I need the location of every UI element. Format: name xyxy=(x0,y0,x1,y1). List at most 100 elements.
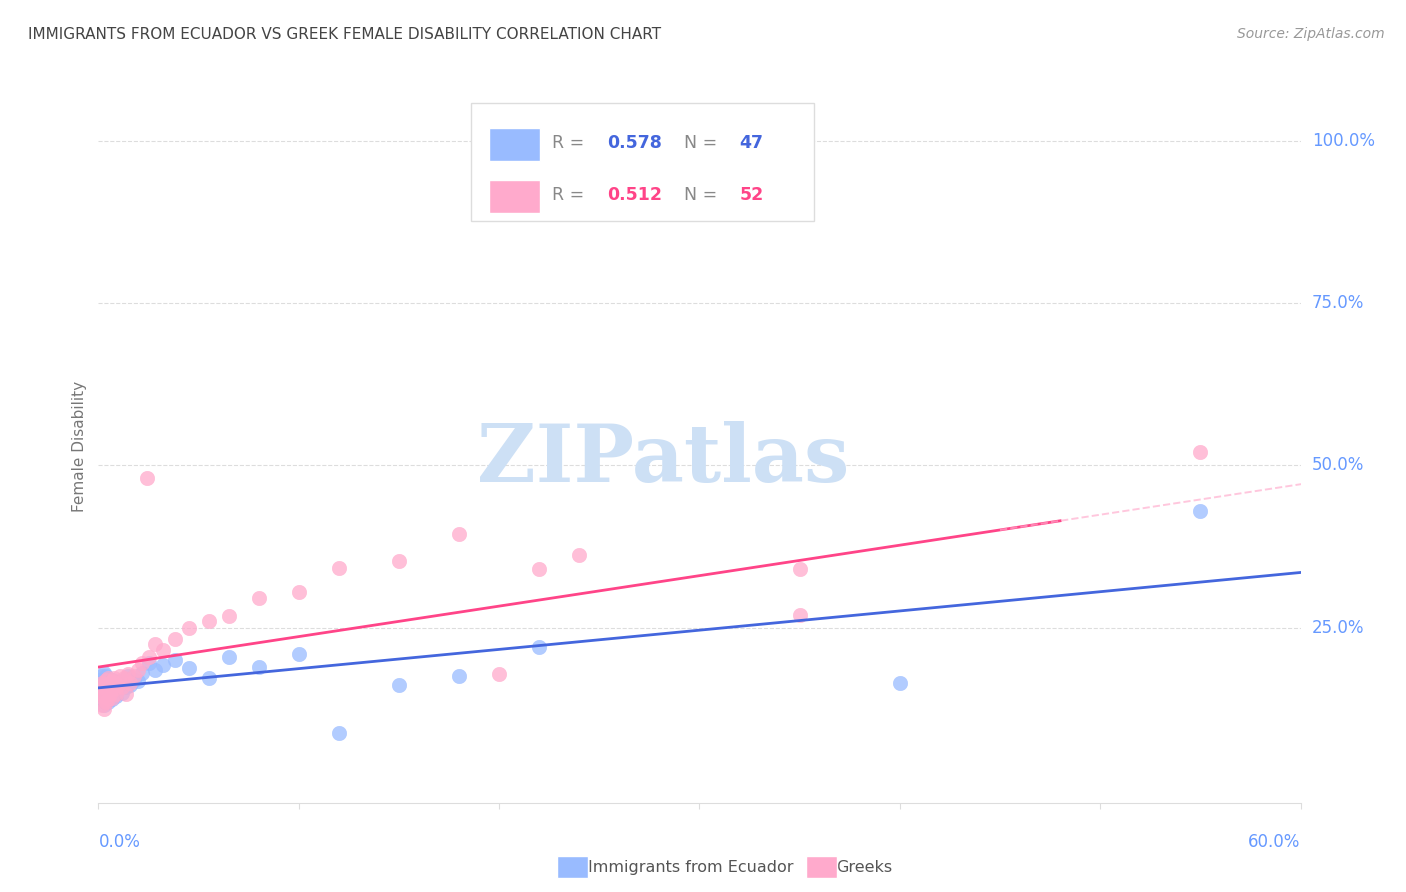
Text: N =: N = xyxy=(683,186,723,203)
Point xyxy=(93,675,115,690)
Point xyxy=(288,585,311,599)
Point xyxy=(138,649,160,664)
Point xyxy=(105,687,128,701)
Point xyxy=(91,685,114,699)
Point xyxy=(124,669,146,683)
Point xyxy=(177,621,200,635)
Point xyxy=(568,548,591,562)
FancyBboxPatch shape xyxy=(471,103,814,221)
Point xyxy=(115,687,138,701)
Point xyxy=(247,659,270,673)
Point xyxy=(96,689,118,703)
Point xyxy=(131,666,153,681)
Text: 0.0%: 0.0% xyxy=(98,833,141,851)
Point xyxy=(103,684,125,698)
Point xyxy=(447,526,470,541)
Point xyxy=(105,689,128,703)
Point xyxy=(1189,504,1212,518)
Point xyxy=(93,689,115,703)
Point xyxy=(110,675,132,690)
Point xyxy=(111,681,134,695)
Point xyxy=(107,682,129,697)
Point xyxy=(97,682,120,697)
Point xyxy=(97,671,120,685)
Point xyxy=(117,669,139,683)
Point xyxy=(111,685,134,699)
Point xyxy=(97,692,120,706)
Point xyxy=(152,643,174,657)
Point xyxy=(197,671,219,685)
Point xyxy=(328,561,350,575)
Point xyxy=(101,690,124,705)
Text: 100.0%: 100.0% xyxy=(1312,132,1375,150)
Point xyxy=(789,607,811,622)
Point xyxy=(101,673,124,687)
Point xyxy=(91,692,114,706)
Point xyxy=(789,157,811,171)
Point xyxy=(93,685,115,699)
Point xyxy=(138,657,160,671)
Text: Greeks: Greeks xyxy=(837,860,893,874)
Point xyxy=(889,675,911,690)
Text: Source: ZipAtlas.com: Source: ZipAtlas.com xyxy=(1237,27,1385,41)
Point xyxy=(89,673,111,687)
Point xyxy=(529,640,551,654)
Point xyxy=(89,682,111,697)
Point xyxy=(143,637,166,651)
Text: 52: 52 xyxy=(740,186,763,203)
Text: 60.0%: 60.0% xyxy=(1249,833,1301,851)
Point xyxy=(100,678,122,692)
Point xyxy=(97,695,120,709)
Point xyxy=(447,669,470,683)
Point xyxy=(247,591,270,606)
FancyBboxPatch shape xyxy=(489,128,540,161)
Y-axis label: Female Disability: Female Disability xyxy=(72,380,87,512)
Point xyxy=(107,678,129,692)
Point xyxy=(197,614,219,628)
Text: IMMIGRANTS FROM ECUADOR VS GREEK FEMALE DISABILITY CORRELATION CHART: IMMIGRANTS FROM ECUADOR VS GREEK FEMALE … xyxy=(28,27,661,42)
Point xyxy=(529,562,551,576)
Point xyxy=(163,653,186,667)
Point xyxy=(1389,754,1406,768)
Point xyxy=(218,649,240,664)
Point xyxy=(117,667,139,681)
Point xyxy=(103,671,125,685)
Point xyxy=(135,471,157,485)
Text: 0.578: 0.578 xyxy=(607,134,662,152)
Point xyxy=(100,675,122,690)
Text: 47: 47 xyxy=(740,134,763,152)
Point xyxy=(93,679,115,693)
Text: 0.512: 0.512 xyxy=(607,186,662,203)
Point xyxy=(128,673,150,688)
Point xyxy=(163,632,186,647)
Point xyxy=(93,666,115,681)
Point xyxy=(96,682,118,697)
Point xyxy=(101,673,124,688)
Point xyxy=(152,658,174,673)
Point xyxy=(96,679,118,693)
Point xyxy=(110,669,132,683)
Text: N =: N = xyxy=(683,134,723,152)
Point xyxy=(96,673,118,687)
Point xyxy=(89,679,111,693)
Point xyxy=(128,663,150,677)
Point xyxy=(114,673,136,687)
Point xyxy=(124,673,146,687)
Text: 25.0%: 25.0% xyxy=(1312,619,1364,637)
Point xyxy=(388,554,411,568)
Point xyxy=(97,673,120,687)
Text: ZIPatlas: ZIPatlas xyxy=(477,421,849,500)
FancyBboxPatch shape xyxy=(489,180,540,212)
Point xyxy=(388,678,411,692)
Point xyxy=(114,671,136,685)
Text: 75.0%: 75.0% xyxy=(1312,294,1364,312)
Point xyxy=(177,661,200,675)
Point xyxy=(120,675,142,690)
Text: R =: R = xyxy=(551,186,589,203)
Point xyxy=(91,698,114,713)
Point xyxy=(143,663,166,677)
Point xyxy=(120,678,142,692)
Point xyxy=(488,667,510,681)
Point xyxy=(93,702,115,716)
Point xyxy=(328,725,350,739)
